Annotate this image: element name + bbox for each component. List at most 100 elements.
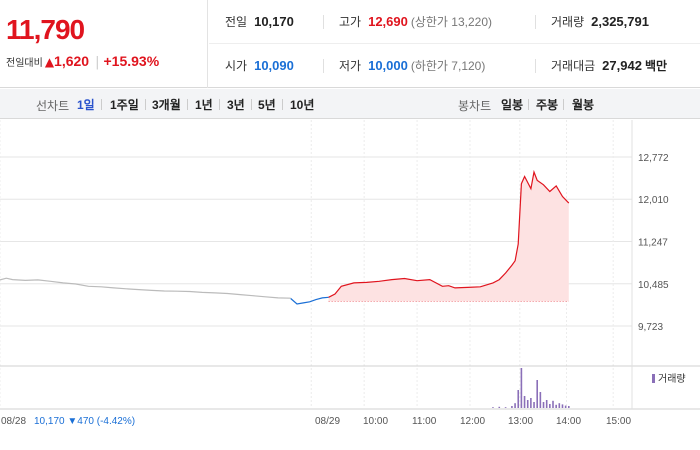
- stat-lower-limit: (하한가 7,120): [410, 59, 486, 73]
- stat-volume: 거래량 2,325,791: [551, 13, 649, 30]
- volume-bar: [511, 406, 513, 408]
- volume-bar: [492, 407, 494, 408]
- stat-label: 시가: [225, 59, 248, 73]
- period-tab-3m[interactable]: 3개월: [152, 98, 181, 112]
- volume-bar: [536, 380, 538, 408]
- divider: [251, 99, 252, 110]
- series-line-today-pre: [290, 296, 329, 305]
- x-tick-label: 14:00: [556, 416, 581, 427]
- volume-bar: [498, 406, 501, 408]
- change-value: 1,620: [54, 53, 90, 69]
- stat-unit: 백만: [644, 59, 668, 73]
- price-chart[interactable]: 12,772 12,010 11,247 10,485 9,723 거래량 08/28 08/…: [0, 120, 700, 450]
- stat-label: 고가: [339, 15, 362, 29]
- stat-value: 27,942: [602, 58, 642, 73]
- candle-tab-weekly[interactable]: 주봉: [536, 98, 559, 112]
- stats-row-2: 시가 10,090 저가 10,000 (하한가 7,120) 거래대금 27,942 백…: [209, 44, 700, 88]
- divider: [535, 59, 536, 73]
- volume-legend-swatch: [652, 374, 655, 383]
- stat-trade-value: 거래대금 27,942 백만: [551, 57, 667, 74]
- divider: [528, 99, 529, 110]
- prev-day-info-part: ▼: [65, 416, 78, 427]
- stats-grid: 전일 10,170 고가 12,690 (상한가 13,220) 거래량 2,325,7…: [209, 0, 700, 88]
- divider: [101, 99, 102, 110]
- chart-grid: [0, 120, 700, 410]
- period-tab-1w[interactable]: 1주일: [110, 98, 139, 112]
- series-line-today-up: [328, 169, 570, 298]
- period-tab-5y[interactable]: 5년: [258, 98, 276, 112]
- prev-day-info: 10,170 ▼470 (-4.42%): [34, 416, 135, 427]
- divider: [145, 99, 146, 110]
- divider: [219, 99, 220, 110]
- y-tick-label: 12,772: [638, 153, 669, 164]
- volume-bar: [523, 396, 526, 408]
- stat-label: 거래대금: [551, 59, 596, 73]
- volume-bar: [555, 404, 557, 408]
- price-summary: 11,790 전일대비 ▲1,620 | +15.93% 전일 10,170 고가 12,…: [0, 0, 700, 88]
- current-price: 11,790: [6, 14, 85, 45]
- volume-bar: [526, 400, 529, 408]
- volume-bars: [492, 368, 570, 408]
- chart-series: [0, 169, 570, 305]
- change-divider: |: [95, 55, 100, 70]
- stats-row-1: 전일 10,170 고가 12,690 (상한가 13,220) 거래량 2,325,7…: [209, 0, 700, 44]
- volume-bar: [514, 403, 516, 408]
- y-tick-label: 12,010: [638, 195, 669, 206]
- volume-legend-label: 거래량: [658, 373, 686, 385]
- x-tick-label: 10:00: [363, 416, 388, 427]
- stat-low: 저가 10,000 (하한가 7,120): [339, 57, 485, 74]
- prev-day-info-part: (-4.42%): [94, 416, 135, 427]
- stat-value: 10,170: [254, 14, 294, 29]
- y-tick-label: 11,247: [638, 238, 668, 249]
- volume-bar: [568, 406, 570, 408]
- stat-value: 12,690: [368, 14, 408, 29]
- change-label: 전일대비: [6, 58, 43, 69]
- stat-value: 2,325,791: [591, 14, 649, 29]
- volume-bar: [561, 404, 564, 408]
- stat-high: 고가 12,690 (상한가 13,220): [339, 13, 492, 30]
- divider: [563, 99, 564, 110]
- period-tab-1y[interactable]: 1년: [195, 98, 213, 112]
- period-tab-1d[interactable]: 1일: [77, 98, 95, 112]
- volume-bar: [504, 407, 507, 408]
- divider: [535, 15, 536, 29]
- series-line-prev-day: [0, 277, 291, 299]
- volume-bar: [552, 400, 554, 408]
- change-percent: +15.93%: [103, 53, 160, 69]
- candle-tab-daily[interactable]: 일봉: [501, 98, 524, 112]
- divider: [323, 15, 324, 29]
- chart-toolbar: 선차트 1일 1주일 3개월 1년 3년 5년 10년 봉차트 일봉 주봉 월봉: [0, 89, 700, 119]
- volume-bar: [539, 392, 542, 408]
- up-arrow-icon: ▲: [44, 55, 55, 69]
- stat-upper-limit: (상한가 13,220): [410, 15, 493, 29]
- period-tab-3y[interactable]: 3년: [227, 98, 245, 112]
- period-tab-10y[interactable]: 10년: [290, 98, 315, 112]
- x-tick-label: 08/29: [315, 416, 340, 427]
- stat-value: 10,090: [254, 58, 294, 73]
- volume-bar: [564, 405, 567, 408]
- volume-bar: [517, 390, 520, 408]
- x-tick-label: 13:00: [508, 416, 533, 427]
- stat-label: 전일: [225, 15, 248, 29]
- y-tick-label: 9,723: [638, 322, 663, 333]
- divider: [187, 99, 188, 110]
- stat-label: 저가: [339, 59, 362, 73]
- x-tick-label: 11:00: [412, 416, 437, 427]
- line-chart-label: 선차트: [36, 99, 70, 113]
- candle-tab-monthly[interactable]: 월봉: [572, 98, 595, 112]
- volume-bar: [520, 368, 523, 408]
- stat-value: 10,000: [368, 58, 408, 73]
- prev-day-info-part: 10,170: [34, 416, 65, 427]
- x-tick-label: 15:00: [606, 416, 631, 427]
- stat-label: 거래량: [551, 15, 585, 29]
- volume-bar: [545, 400, 548, 408]
- y-tick-label: 10,485: [638, 280, 669, 291]
- divider: [323, 59, 324, 73]
- up-area-fill: [328, 172, 569, 302]
- change-row: 전일대비 ▲1,620 | +15.93%: [6, 53, 159, 70]
- prev-day-info-part: 470: [77, 416, 94, 427]
- stat-prev-close: 전일 10,170: [225, 13, 294, 30]
- chart-labels: 12,772 12,010 11,247 10,485 9,723 거래량 08/28 08/…: [1, 153, 686, 427]
- candle-chart-label: 봉차트: [458, 99, 492, 113]
- x-tick-label: 08/28: [1, 416, 26, 427]
